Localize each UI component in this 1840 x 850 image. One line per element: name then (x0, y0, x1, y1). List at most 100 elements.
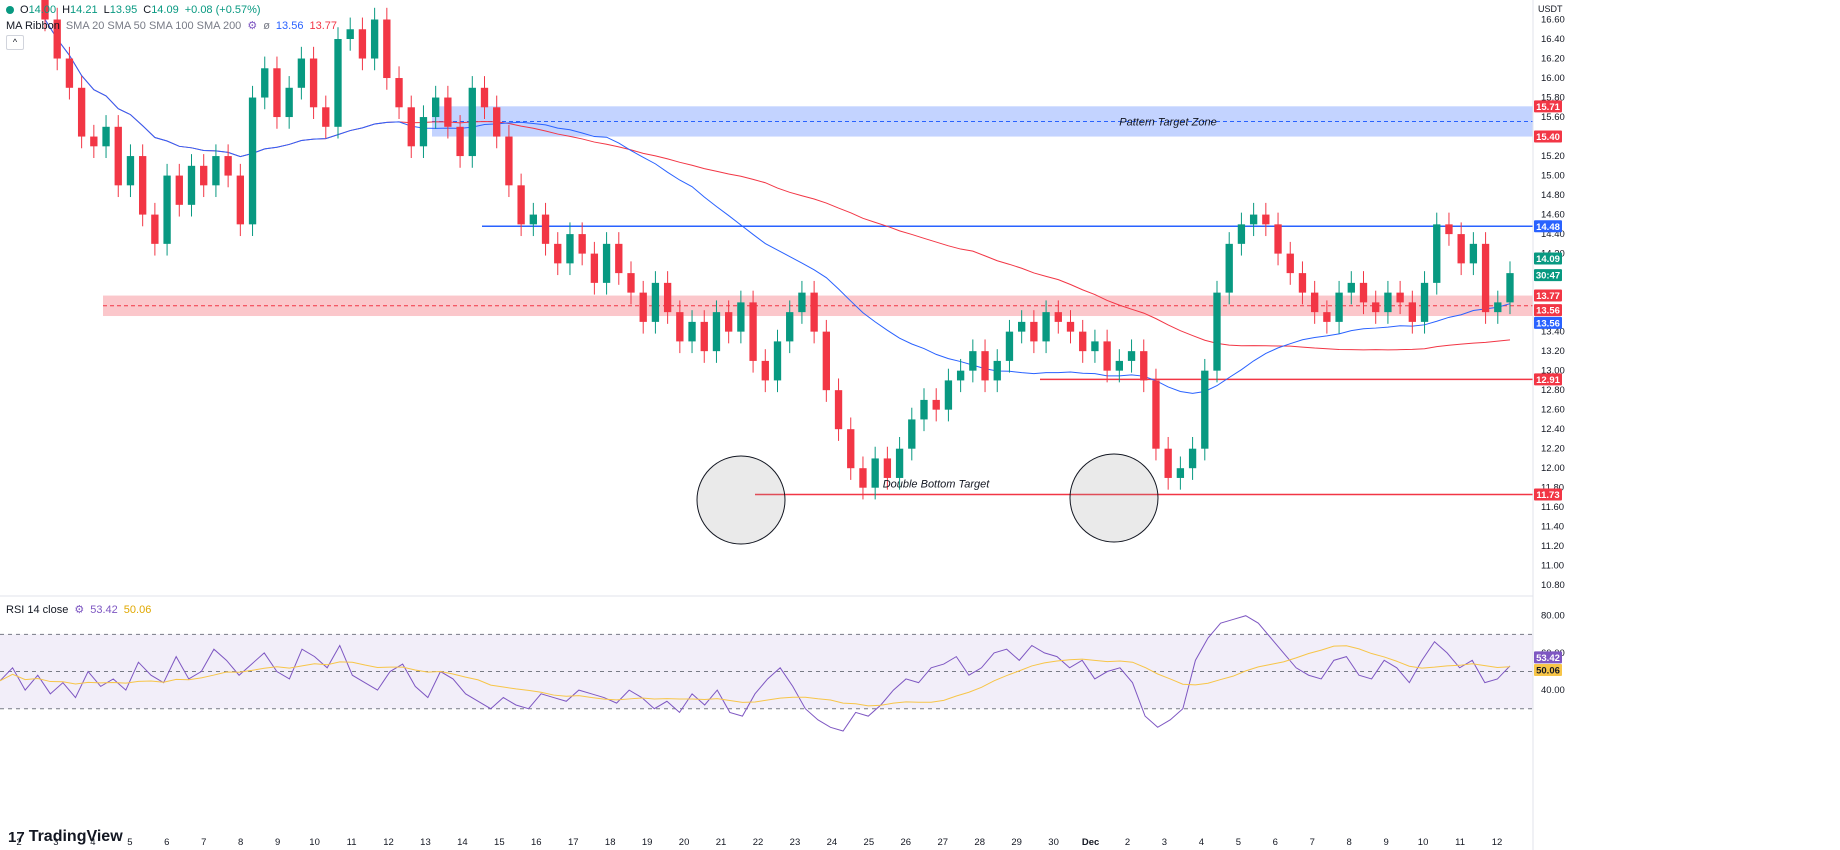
candle (1237, 212, 1246, 256)
candle (1042, 300, 1050, 354)
candle (432, 85, 440, 129)
price-tag-label: 13.77 (1536, 291, 1560, 302)
candle-body (505, 136, 513, 186)
ma-value-red: 13.77 (309, 19, 337, 32)
y-axis-tick-label: 16.00 (1541, 73, 1565, 84)
candle-body (1018, 321, 1026, 332)
y-axis-tick-label: 13.00 (1541, 366, 1565, 377)
candle (566, 222, 574, 276)
candle (688, 310, 696, 354)
x-axis-tick-label: 20 (679, 837, 690, 848)
rsi-tag: 53.42 (1534, 651, 1562, 664)
candle-body (358, 29, 367, 59)
candle (1115, 349, 1123, 383)
candle (480, 76, 489, 119)
candle-body (1066, 321, 1075, 332)
candle-body (1213, 292, 1221, 371)
candle (114, 115, 122, 198)
candle-body (1152, 380, 1160, 449)
candle (541, 202, 550, 256)
candle (956, 358, 965, 393)
candle-body (114, 126, 122, 186)
candle (200, 154, 208, 198)
y-axis-tick-label: 16.20 (1541, 54, 1565, 65)
candle-body (151, 214, 159, 244)
candle-body (1103, 341, 1111, 371)
candle-body (1042, 312, 1050, 342)
rsi-value: 53.42 (90, 603, 118, 616)
ma-blue-line (44, 19, 1511, 394)
candle (712, 300, 721, 363)
x-axis-tick-label: 30 (1048, 837, 1059, 848)
price-tag-box (1534, 373, 1562, 386)
candle (468, 76, 476, 168)
close-value: 14.09 (151, 4, 179, 16)
candle-body (322, 107, 330, 127)
price-tag-box (1534, 252, 1562, 265)
candle-body (90, 136, 98, 147)
ohlc-legend: O14.00 H14.21 L13.95 C14.09 +0.08 (+0.57… (6, 4, 261, 16)
candle-body (554, 243, 562, 264)
candle (676, 300, 684, 354)
candle-body (1201, 370, 1209, 449)
candle (1384, 280, 1392, 324)
candle-body (627, 273, 635, 293)
x-axis-tick-label: 14 (457, 837, 468, 848)
candle (456, 115, 464, 168)
collapse-legend-button[interactable]: ^ (6, 35, 24, 50)
candle-body (1176, 468, 1185, 478)
candle (163, 163, 171, 256)
rsi-settings-icon[interactable]: ⚙ (74, 604, 85, 616)
rsi-tag-box (1534, 651, 1562, 664)
x-axis-tick-label: 6 (164, 837, 169, 848)
y-axis-tick-label: 11.00 (1541, 561, 1564, 572)
y-axis-tick-label: 14.80 (1541, 190, 1565, 201)
y-axis-tick-label: 15.80 (1541, 93, 1565, 104)
y-axis-tick-label: 16.40 (1541, 34, 1565, 45)
candle (90, 124, 98, 159)
price-tag-box (1534, 269, 1562, 282)
candle-body (1140, 351, 1148, 381)
candle-body (77, 87, 86, 137)
candle-body (1237, 224, 1246, 244)
x-axis-tick-label: 2 (16, 837, 21, 848)
candle (786, 300, 794, 354)
candle (908, 407, 916, 461)
x-axis-tick-label: 9 (275, 837, 280, 848)
candle-body (309, 58, 318, 108)
candle-body (859, 468, 867, 488)
candle-body (175, 175, 183, 205)
candle-body (810, 292, 818, 332)
candle-body (1384, 292, 1392, 313)
candle (41, 0, 49, 32)
candle (1311, 280, 1319, 324)
tradingview-logo[interactable]: 17 TradingView (8, 828, 123, 846)
candle-body (1030, 321, 1038, 342)
candle (639, 280, 647, 334)
candle (969, 339, 977, 383)
candle-body (285, 87, 293, 118)
ma-ribbon-legend[interactable]: MA Ribbon SMA 20 SMA 50 SMA 100 SMA 200 … (6, 19, 337, 33)
x-axis-tick-label: 16 (531, 837, 542, 848)
rsi-legend[interactable]: RSI 14 close ⚙ 53.42 50.06 (6, 603, 151, 617)
rsi-axis-tick-label: 40.00 (1541, 685, 1565, 696)
y-axis-tick-label: 12.00 (1541, 463, 1565, 474)
candle-body (456, 126, 464, 157)
settings-icon[interactable]: ⚙ (247, 20, 258, 32)
candle-body (370, 19, 379, 59)
candle-body (871, 458, 879, 488)
candle-body (1396, 292, 1404, 303)
candle (334, 27, 342, 139)
currency-label[interactable]: USDT (1538, 4, 1563, 14)
x-axis-tick-label: 12 (383, 837, 394, 848)
candle-body (1286, 253, 1294, 274)
candle (358, 17, 367, 71)
rsi-tag-label: 53.42 (1536, 653, 1560, 664)
candle (1274, 212, 1282, 266)
candle (1176, 456, 1185, 490)
candle-body (53, 19, 61, 59)
y-axis-tick-label: 14.40 (1541, 229, 1565, 240)
high-value: 14.21 (70, 4, 98, 16)
candle-body (663, 282, 672, 313)
